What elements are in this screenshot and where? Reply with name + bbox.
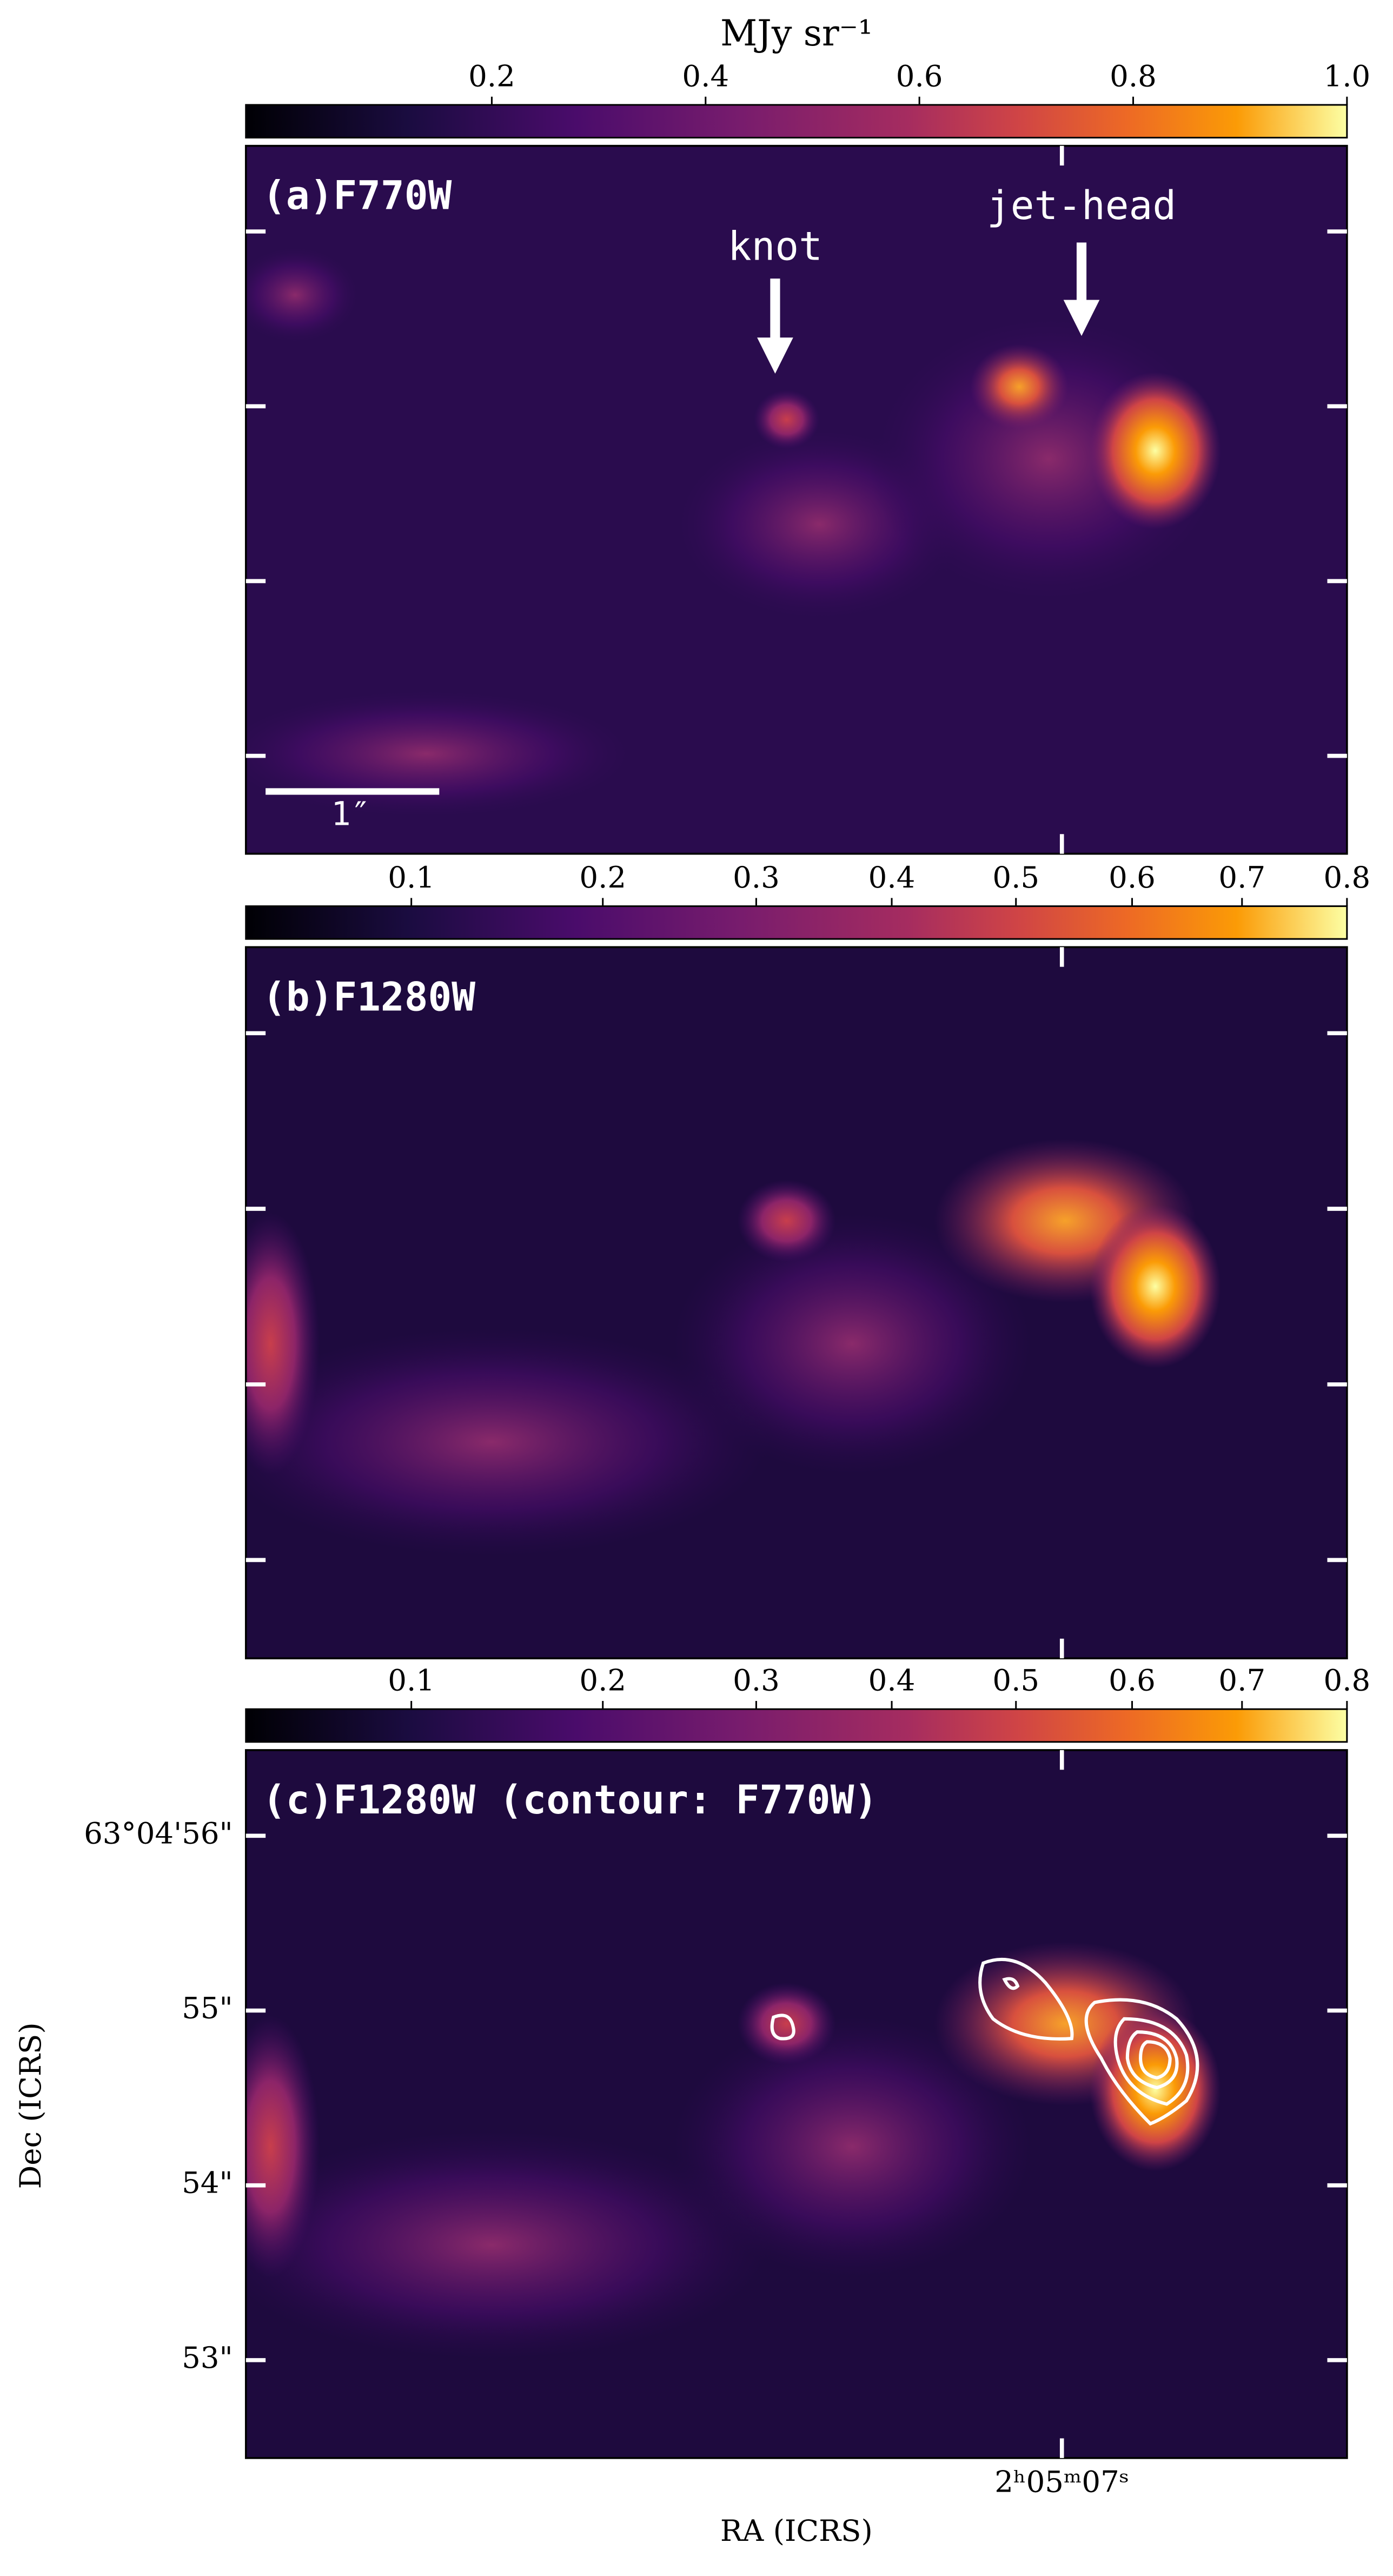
colorbar-tick-label: 0.8 [1110, 58, 1157, 93]
y-axis-label: Dec (ICRS) [13, 2022, 48, 2189]
axes-frame [244, 144, 1348, 855]
colorbar-tick-label: 0.6 [896, 58, 943, 93]
colorbar-label: MJy sr⁻¹ [720, 12, 873, 54]
colorbar-tick-label: 0.4 [868, 860, 916, 895]
colorbar-tick-label: 0.5 [992, 1663, 1039, 1698]
contours [770, 1957, 1199, 2126]
image-a [246, 145, 1347, 854]
colorbar-tick-label: 0.8 [1324, 1663, 1371, 1698]
colorbar-tick-label: 0.1 [388, 860, 435, 895]
colorbar-tick-label: 0.8 [1324, 860, 1371, 895]
annotation: jet-head [987, 183, 1176, 229]
colorbar-tick-label: 0.4 [682, 58, 729, 93]
y-tick-label: 54" [182, 2166, 233, 2200]
colorbar-tick-label: 0.2 [468, 58, 515, 93]
colorbar [245, 1708, 1348, 1743]
image-b [246, 947, 1347, 1659]
colorbar-tick-label: 0.2 [579, 860, 626, 895]
panel-label: (a)F770W [262, 174, 452, 219]
colorbar-tick-label: 1.0 [1324, 58, 1371, 93]
annotation: knot [728, 224, 822, 270]
colorbar-tick-label: 0.3 [733, 860, 780, 895]
colorbar-tick-label: 0.7 [1218, 1663, 1265, 1698]
colorbar-tick-label: 0.2 [579, 1663, 626, 1698]
x-axis-label: RA (ICRS) [720, 2513, 873, 2548]
image-c [246, 1750, 1347, 2458]
y-tick-label: 63°04'56" [84, 1816, 233, 1850]
panel-label: (b)F1280W [262, 975, 475, 1020]
colorbar-tick-label: 0.1 [388, 1663, 435, 1698]
colorbar-tick-label: 0.6 [1109, 1663, 1156, 1698]
axes-frame [244, 946, 1348, 1660]
y-tick-label: 53" [182, 2340, 233, 2375]
colorbar [245, 905, 1348, 940]
colorbar-tick-label: 0.6 [1109, 860, 1156, 895]
axes-frame [244, 1749, 1348, 2459]
colorbar-tick-label: 0.5 [992, 860, 1039, 895]
panel-label: (c)F1280W (contour: F770W) [262, 1778, 878, 1823]
x-tick-label: 2ʰ05ᵐ07ˢ [994, 2464, 1129, 2499]
y-tick-label: 55" [182, 1990, 233, 2025]
scalebar-label: 1″ [331, 795, 370, 833]
colorbar-tick-label: 0.7 [1218, 860, 1265, 895]
colorbar-tick-label: 0.4 [868, 1663, 916, 1698]
colorbar [245, 104, 1348, 139]
arrows [266, 242, 1100, 795]
colorbar-tick-label: 0.3 [733, 1663, 780, 1698]
